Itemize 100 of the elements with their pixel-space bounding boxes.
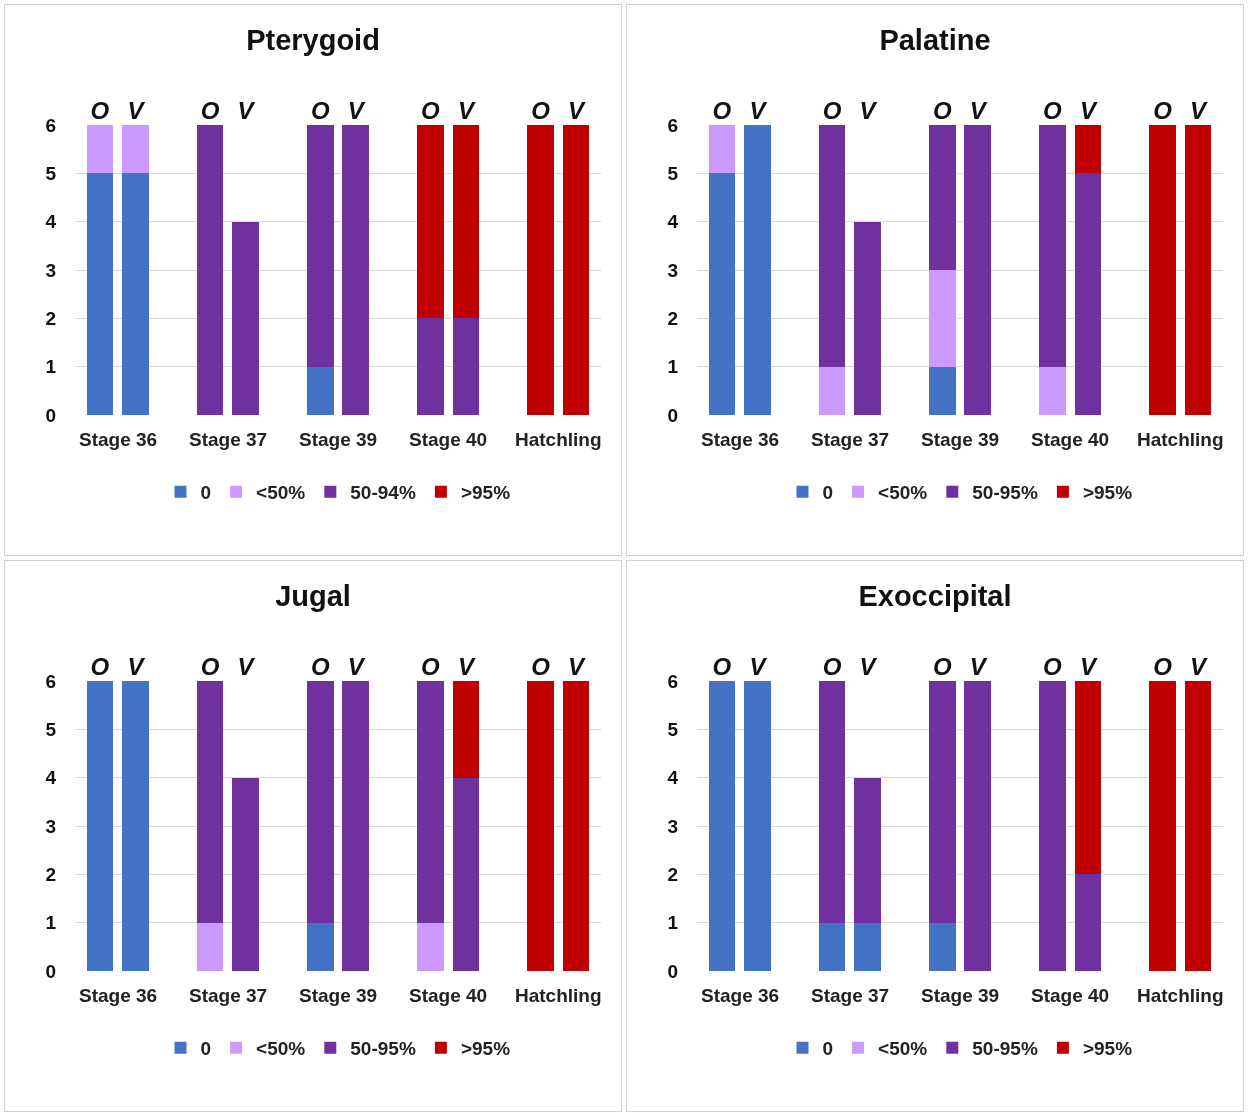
y-tick-label: 3 xyxy=(45,259,56,281)
x-tick-label: V xyxy=(568,97,587,125)
text: Stage 36 xyxy=(701,985,780,1006)
x-tick-label: V xyxy=(237,653,256,681)
text: Stage 37 xyxy=(811,985,890,1006)
legend-label: 0 xyxy=(822,482,834,504)
legend-label: 50-95% xyxy=(972,1038,1038,1060)
x-tick-label: V xyxy=(1079,653,1098,681)
legend-label: <50% xyxy=(256,1038,306,1060)
y-tick-label: 3 xyxy=(45,815,56,837)
text: Stage 40 xyxy=(1031,429,1110,450)
y-tick-label: 1 xyxy=(45,356,57,378)
text: Hatchling xyxy=(1137,985,1224,1006)
x-tick-label: O xyxy=(310,653,330,681)
x-tick-label: O xyxy=(1153,97,1173,125)
chart-title: Exoccipital xyxy=(858,580,1012,613)
text: Stage 40 xyxy=(1031,985,1110,1006)
x-tick-label: V xyxy=(237,97,256,125)
legend-label: 50-95% xyxy=(350,1038,416,1060)
x-tick-label: O xyxy=(932,653,952,681)
x-tick-label: O xyxy=(531,97,551,125)
y-tick-label: 0 xyxy=(45,960,56,982)
x-tick-label: O xyxy=(90,653,110,681)
y-tick-label: 1 xyxy=(667,912,679,934)
text: Hatchling xyxy=(1137,429,1224,450)
chart-title: Jugal xyxy=(275,580,351,613)
x-tick-label: V xyxy=(749,97,768,125)
y-tick-label: 5 xyxy=(45,162,57,184)
x-tick-label: O xyxy=(421,653,441,681)
x-tick-label: O xyxy=(932,97,952,125)
x-tick-label: V xyxy=(749,653,768,681)
y-tick-label: 2 xyxy=(45,863,56,885)
y-tick-label: 5 xyxy=(45,718,57,740)
chart-title: Pterygoid xyxy=(246,24,380,57)
x-tick-label: V xyxy=(859,653,878,681)
y-tick-label: 0 xyxy=(667,960,678,982)
x-tick-label: V xyxy=(1190,97,1209,125)
legend-label: >95% xyxy=(460,1038,511,1060)
legend-label: <50% xyxy=(878,482,928,504)
x-tick-label: O xyxy=(712,653,732,681)
y-tick-label: 4 xyxy=(45,767,57,789)
text: Stage 37 xyxy=(811,429,890,450)
text: Stage 39 xyxy=(299,985,378,1006)
x-tick-label: V xyxy=(127,653,146,681)
text: Stage 37 xyxy=(189,985,268,1006)
y-tick-label: 5 xyxy=(667,162,679,184)
x-tick-label: O xyxy=(1043,653,1063,681)
y-tick-label: 6 xyxy=(667,670,678,692)
y-tick-label: 6 xyxy=(45,114,56,136)
x-tick-label: O xyxy=(822,97,842,125)
x-tick-label: V xyxy=(457,97,476,125)
text: Stage 36 xyxy=(701,429,780,450)
x-tick-label: V xyxy=(859,97,878,125)
legend-label: 0 xyxy=(200,482,212,504)
y-tick-label: 6 xyxy=(667,114,678,136)
text: Stage 39 xyxy=(921,429,1000,450)
legend-label: <50% xyxy=(878,1038,928,1060)
x-tick-label: O xyxy=(531,653,551,681)
x-tick-label: V xyxy=(347,97,366,125)
x-tick-label: O xyxy=(822,653,842,681)
legend-label: 0 xyxy=(822,1038,834,1060)
text: Stage 39 xyxy=(299,429,378,450)
y-tick-label: 1 xyxy=(667,356,679,378)
x-tick-label: V xyxy=(347,653,366,681)
x-tick-label: V xyxy=(127,97,146,125)
legend-label: >95% xyxy=(460,482,511,504)
text: Hatchling xyxy=(515,429,602,450)
y-tick-label: 2 xyxy=(45,307,56,329)
x-tick-label: V xyxy=(457,653,476,681)
legend-label: >95% xyxy=(1082,482,1133,504)
text: Stage 37 xyxy=(189,429,268,450)
text: Stage 36 xyxy=(79,429,158,450)
y-tick-label: 3 xyxy=(667,815,678,837)
y-tick-label: 4 xyxy=(45,211,57,233)
legend-label: 50-95% xyxy=(972,482,1038,504)
y-tick-label: 3 xyxy=(667,259,678,281)
y-tick-label: 2 xyxy=(667,863,678,885)
y-tick-label: 0 xyxy=(667,404,678,426)
legend-label: 0 xyxy=(200,1038,212,1060)
x-tick-label: O xyxy=(1153,653,1173,681)
y-tick-label: 2 xyxy=(667,307,678,329)
legend-label: <50% xyxy=(256,482,306,504)
x-tick-label: V xyxy=(969,653,988,681)
x-tick-label: O xyxy=(200,97,220,125)
x-tick-label: V xyxy=(568,653,587,681)
x-tick-label: O xyxy=(712,97,732,125)
x-tick-label: O xyxy=(200,653,220,681)
x-tick-label: V xyxy=(1190,653,1209,681)
y-tick-label: 1 xyxy=(45,912,57,934)
y-tick-label: 5 xyxy=(667,718,679,740)
legend-label: >95% xyxy=(1082,1038,1133,1060)
y-tick-label: 6 xyxy=(45,670,56,692)
y-tick-label: 0 xyxy=(45,404,56,426)
legend-label: 50-94% xyxy=(350,482,416,504)
text: Stage 40 xyxy=(409,429,488,450)
x-tick-label: O xyxy=(310,97,330,125)
chart-title: Palatine xyxy=(879,24,991,57)
x-tick-label: V xyxy=(1079,97,1098,125)
text: Stage 40 xyxy=(409,985,488,1006)
x-tick-label: O xyxy=(1043,97,1063,125)
